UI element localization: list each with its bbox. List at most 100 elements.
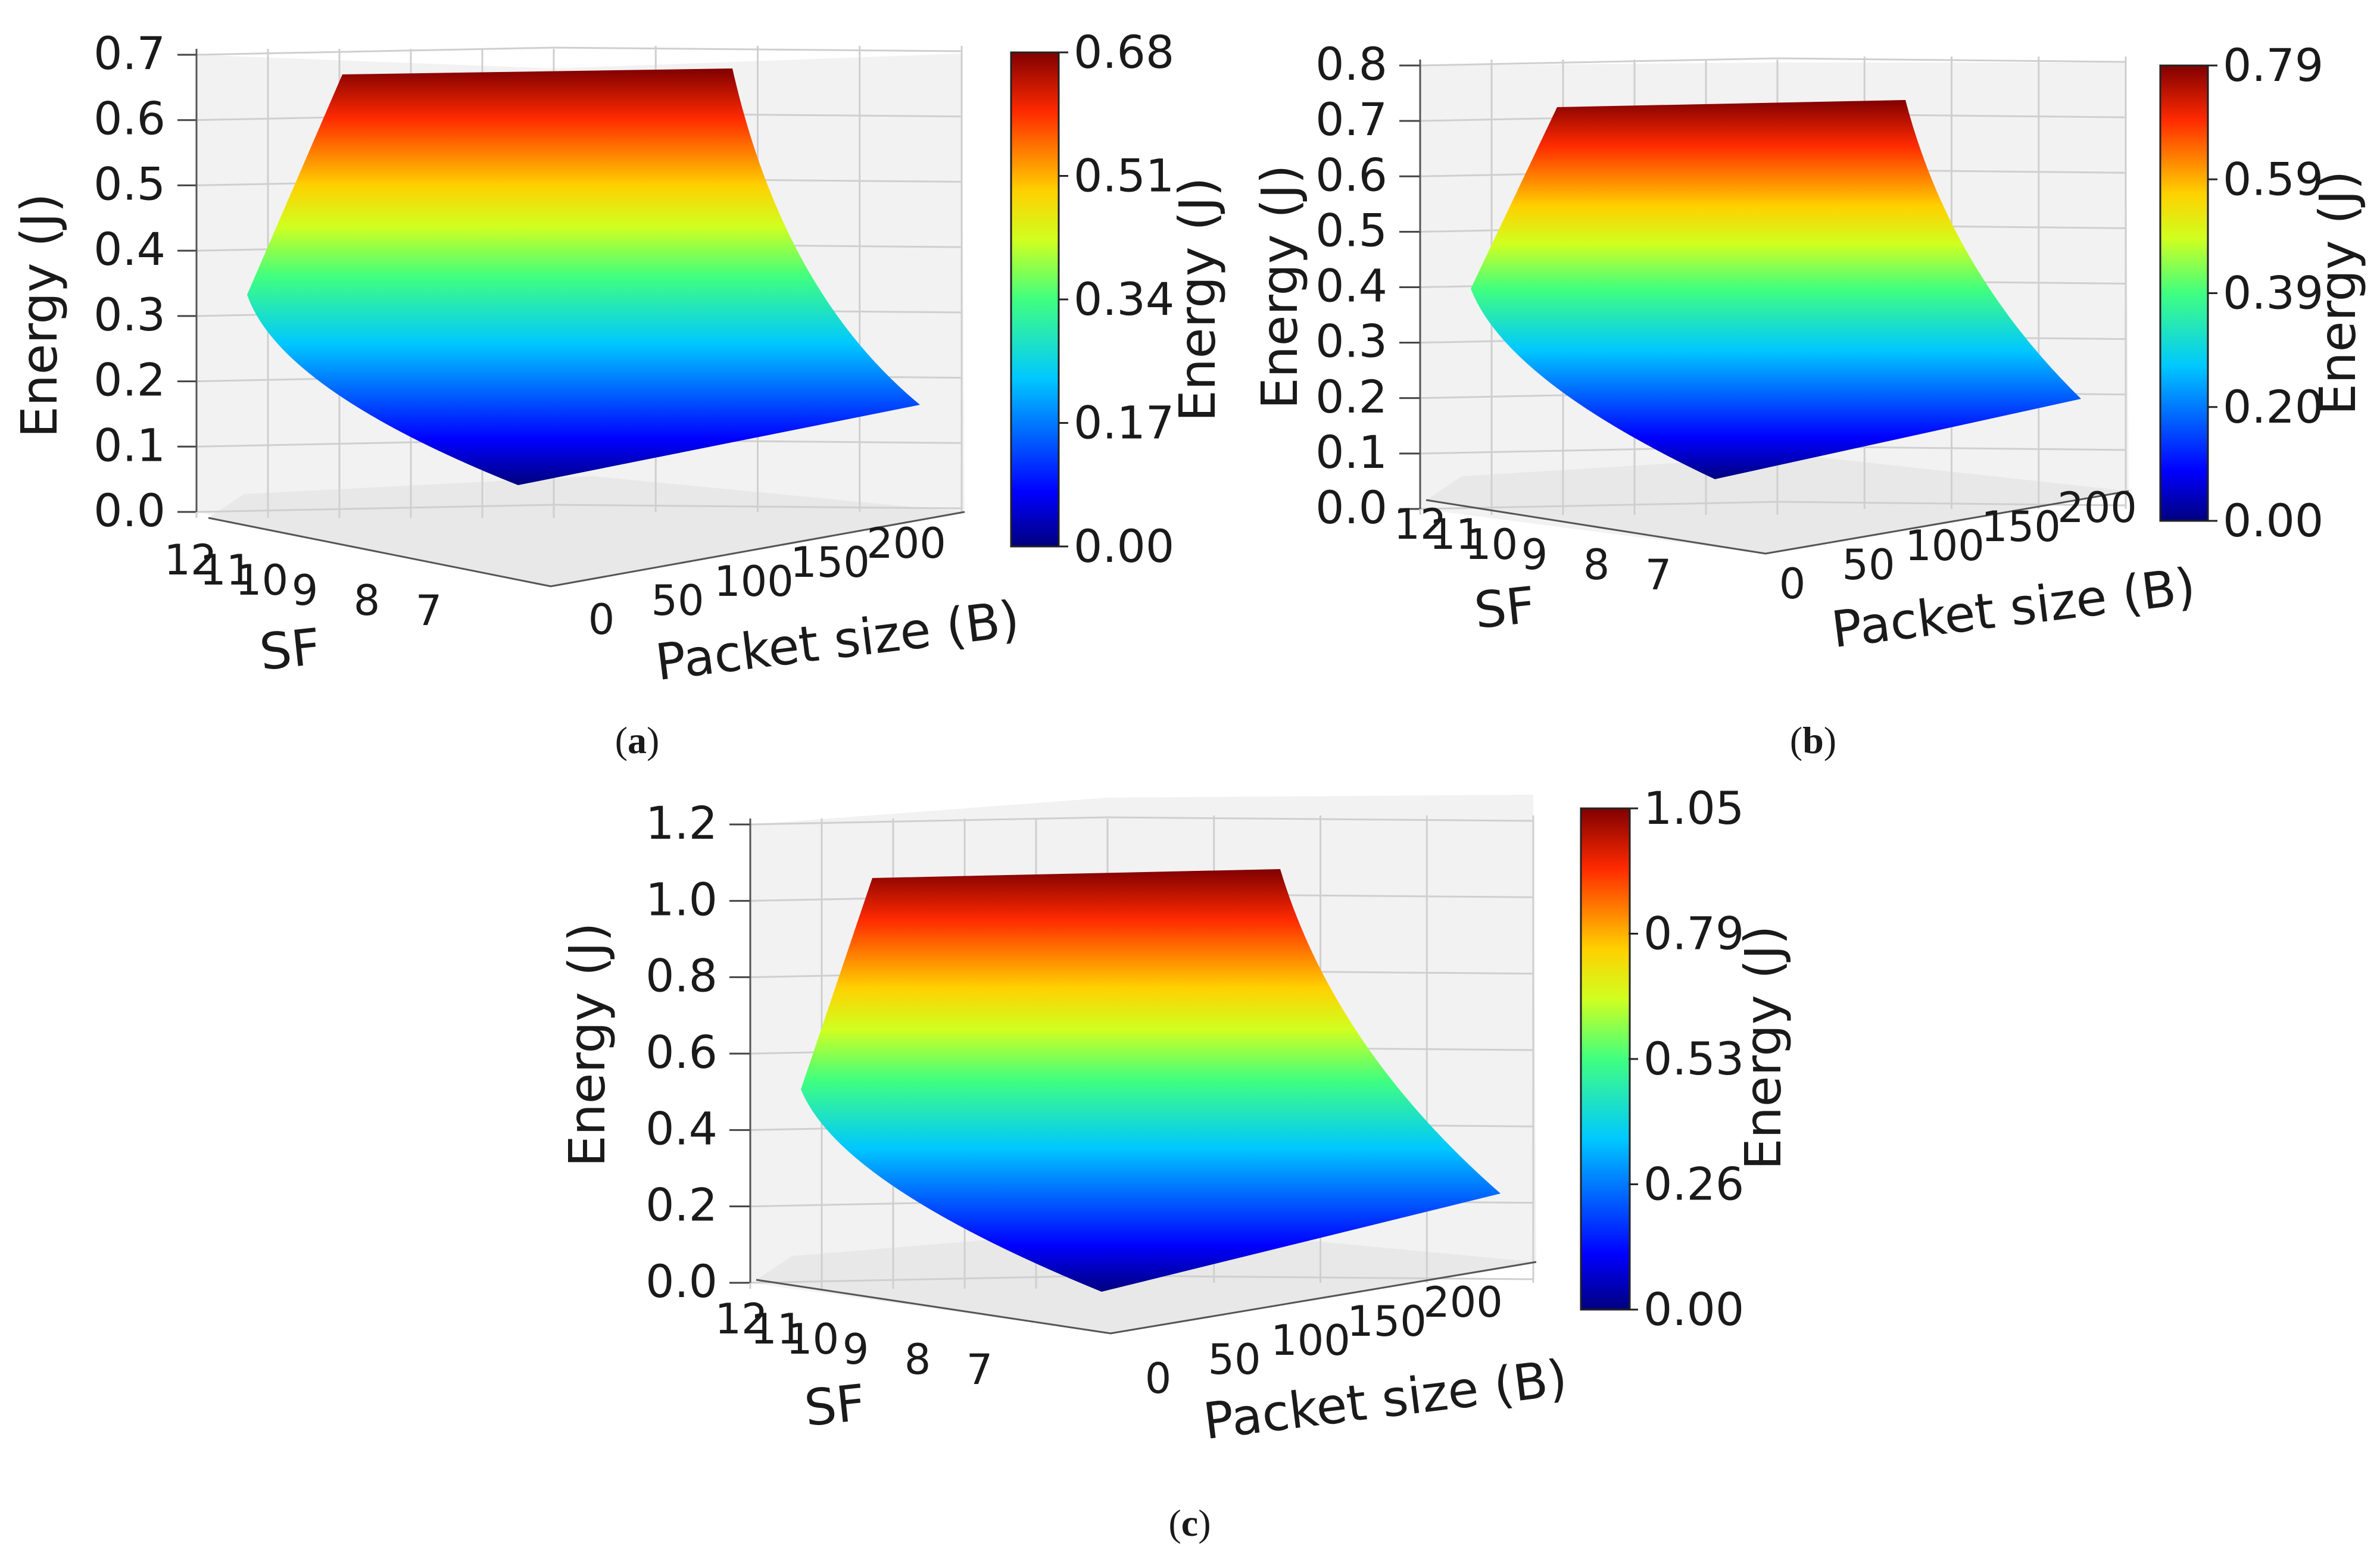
- colorbar-c: [1580, 807, 1631, 1311]
- colorbar-tick-label: 0.00: [2223, 494, 2323, 547]
- packet-tick-label: 200: [866, 519, 946, 568]
- z-tick-labels-b: 0.00.10.20.30.40.50.60.70.8: [1315, 38, 1387, 534]
- packet-tick-label: 100: [1905, 521, 1985, 570]
- z-tick-label: 0.5: [93, 157, 166, 210]
- z-tick-label: 0.2: [645, 1179, 718, 1232]
- sf-tick-label: 11: [750, 1305, 803, 1354]
- z-tick-label: 0.1: [93, 418, 166, 471]
- z-tick-label: 1.0: [645, 873, 718, 926]
- colorbar-tick-label: 1.05: [1643, 782, 1744, 835]
- packet-tick-label: 0: [1779, 560, 1806, 608]
- packet-axis-label-a: Packet size (B): [653, 589, 1023, 692]
- z-tick-label: 0.6: [1315, 148, 1387, 201]
- colorbar-tick-labels-a: 0.68 0.51 0.34 0.17 0.00: [1059, 26, 1174, 573]
- subcaption-a: (a): [615, 719, 660, 761]
- gridline: [196, 504, 554, 513]
- gridline: [196, 46, 554, 56]
- sf-tick-label: 7: [1645, 551, 1672, 599]
- sf-tick-label: 11: [1429, 510, 1482, 559]
- packet-tick-label: 0: [588, 595, 615, 644]
- z-tick-labels-a: 0.0 0.1 0.2 0.3 0.4 0.5 0.6 0.7: [93, 27, 166, 537]
- packet-tick-label: 50: [1208, 1335, 1261, 1384]
- pane-floor: [208, 476, 965, 586]
- energy-surface-b: [1471, 100, 2081, 479]
- z-axis-label-b: Energy (J): [1250, 164, 1309, 409]
- z-tick-label: 0.6: [645, 1026, 718, 1079]
- floor-axis-lines: [1425, 490, 2129, 555]
- sf-tick-label: 8: [1583, 541, 1610, 589]
- sf-axis-label-a: SF: [257, 617, 323, 682]
- colorbar-a: [1010, 51, 1060, 548]
- sf-tick-label: 9: [843, 1325, 869, 1374]
- z-tick-labels-c: 0.0 0.2 0.4 0.6 0.8 1.0 1.2: [645, 796, 718, 1308]
- sf-axis-label-c: SF: [801, 1373, 868, 1438]
- colorbar-tick-label: 0.20: [2223, 380, 2323, 433]
- sf-tick-label: 11: [199, 546, 252, 595]
- floor-axis-lines: [756, 1261, 1537, 1335]
- sf-tick-label: 9: [1521, 530, 1548, 579]
- colorbar-tick-label: 0.53: [1643, 1032, 1744, 1085]
- colorbar-tick-label: 0.00: [1074, 520, 1174, 573]
- packet-tick-label: 150: [1981, 502, 2061, 551]
- gridline: [750, 816, 1108, 826]
- z-tick-label: 0.0: [1315, 481, 1387, 534]
- colorbar-tick-label: 0.26: [1643, 1158, 1744, 1211]
- sf-tick-label: 12: [164, 536, 217, 585]
- z-axis-label-a: Energy (J): [10, 193, 68, 438]
- sf-tick-label: 7: [966, 1345, 993, 1394]
- z-tick-label: 0.3: [93, 288, 166, 341]
- packet-tick-label: 0: [1145, 1354, 1172, 1403]
- packet-tick-label: 100: [714, 557, 794, 606]
- z-tick-label: 0.2: [1315, 370, 1387, 423]
- colorbar-label-b: Energy (J): [2309, 170, 2367, 415]
- subcaption-b: (b): [1790, 719, 1836, 761]
- colorbar-tick-label: 0.79: [1643, 907, 1744, 960]
- colorbar-tick-label: 0.79: [2223, 39, 2323, 92]
- colorbar-label-a: Energy (J): [1168, 177, 1227, 421]
- sf-tick-label: 12: [1393, 500, 1446, 549]
- colorbar-tick-label: 0.17: [1074, 396, 1174, 449]
- subcaption-c: (c): [1168, 1502, 1211, 1544]
- z-tick-label: 1.2: [645, 796, 718, 849]
- sf-tick-label: 12: [715, 1295, 768, 1344]
- packet-tick-label: 200: [2057, 483, 2137, 532]
- colorbar-b: [2159, 64, 2209, 522]
- packet-tick-label: 200: [1423, 1278, 1503, 1327]
- packet-tick-label: 150: [1347, 1297, 1427, 1346]
- sf-tick-label: 10: [1465, 520, 1518, 569]
- z-tick-label: 0.5: [1315, 204, 1387, 257]
- gridline: [750, 1274, 1108, 1284]
- colorbar-tick-label: 0.68: [1074, 26, 1174, 79]
- sf-tick-label: 9: [292, 566, 319, 615]
- z-tick-label: 0.0: [645, 1255, 718, 1308]
- z-tick-label: 0.8: [1315, 38, 1387, 90]
- sf-tick-label: 8: [354, 576, 380, 625]
- sf-axis-label-b: SF: [1471, 576, 1537, 640]
- energy-surface-a: [247, 68, 920, 485]
- colorbar-tick-label: 0.51: [1074, 149, 1174, 202]
- packet-tick-label: 100: [1271, 1316, 1350, 1365]
- gridline: [1420, 57, 1778, 67]
- colorbar-tick-labels-b: 0.79 0.59 0.39 0.20 0.00: [2208, 39, 2323, 547]
- colorbar-label-c: Energy (J): [1734, 925, 1792, 1170]
- sf-tick-label: 10: [235, 556, 288, 605]
- floor-axis-lines: [208, 511, 965, 588]
- colorbar-tick-label: 0.39: [2223, 267, 2323, 320]
- colorbar-tick-label: 0.00: [1643, 1283, 1744, 1336]
- z-tick-label: 0.4: [93, 223, 166, 276]
- z-tick-label: 0.8: [645, 949, 718, 1002]
- z-tick-label: 0.0: [93, 484, 166, 537]
- packet-tick-label: 150: [790, 538, 870, 587]
- z-tick-label: 0.4: [645, 1102, 718, 1155]
- colorbar-tick-labels-c: 1.05 0.79 0.53 0.26 0.00: [1629, 782, 1744, 1336]
- energy-surface-c: [801, 869, 1501, 1292]
- z-tick-label: 0.1: [1315, 426, 1387, 479]
- sf-tick-label: 7: [416, 586, 442, 635]
